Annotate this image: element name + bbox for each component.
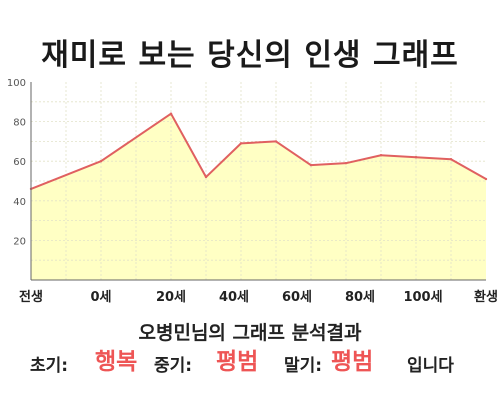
area-fill xyxy=(31,113,486,281)
data-point xyxy=(379,154,383,157)
data-point xyxy=(484,177,488,181)
late-value: 평범 xyxy=(331,349,374,375)
data-point xyxy=(239,142,243,145)
data-point xyxy=(449,158,453,161)
y-tick-label: 40 xyxy=(13,197,26,208)
data-point xyxy=(344,161,348,165)
x-tick-label: 환생 xyxy=(474,289,498,305)
y-tick-label: 100 xyxy=(7,78,26,89)
early-value: 행복 xyxy=(95,349,138,375)
life-graph-chart: 20 40 60 80 100 전생 0세 20세 40세 60세 80세 100세 환생 xyxy=(7,78,498,305)
x-tick-label: 40세 xyxy=(219,290,249,305)
data-point xyxy=(99,160,103,163)
x-tick-label: 60세 xyxy=(282,290,312,305)
result-summary: 초기: 행복 중기: 평범 말기: 평범 입니다 xyxy=(0,346,500,380)
middle-label: 중기: xyxy=(154,356,193,376)
data-point xyxy=(274,140,278,143)
x-tick-label: 0세 xyxy=(90,290,111,305)
y-tick-label: 20 xyxy=(13,236,26,247)
data-point xyxy=(309,163,313,167)
y-tick-label: 80 xyxy=(13,118,26,129)
data-point xyxy=(204,175,208,179)
late-label: 말기: xyxy=(284,356,323,376)
early-label: 초기: xyxy=(30,356,69,376)
data-point xyxy=(414,156,418,159)
result-heading: 오병민님의 그래프 분석결과 xyxy=(138,322,362,344)
series-line xyxy=(30,112,487,190)
y-tick-label: 60 xyxy=(13,157,26,168)
middle-value: 평범 xyxy=(216,349,259,375)
page-title: 재미로 보는 당신의 인생 그래프 xyxy=(41,38,459,73)
x-tick-label: 전생 xyxy=(19,289,43,305)
result-suffix: 입니다 xyxy=(407,356,454,376)
x-tick-label: 20세 xyxy=(156,290,186,305)
x-tick-label: 80세 xyxy=(345,290,375,305)
x-tick-label: 100세 xyxy=(403,290,442,305)
data-point xyxy=(169,112,173,115)
